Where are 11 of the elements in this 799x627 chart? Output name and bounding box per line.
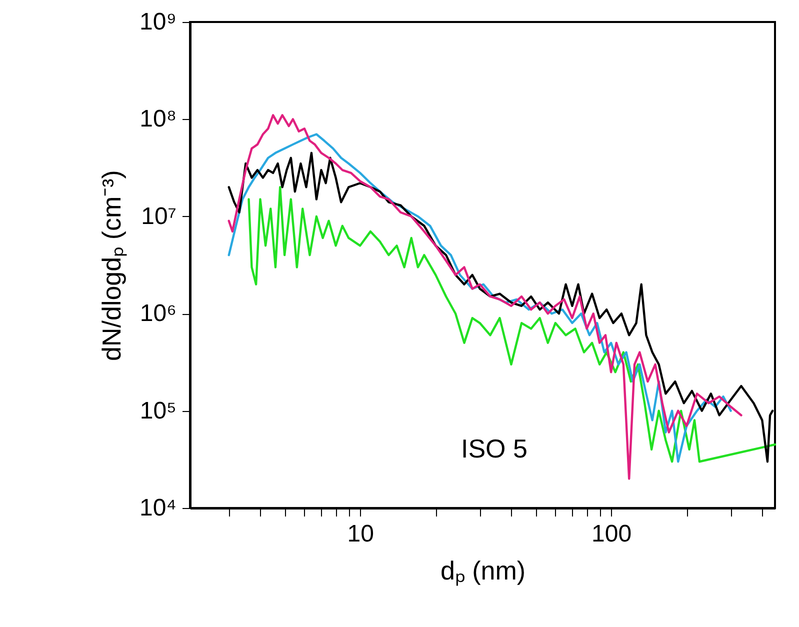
x-axis-title: dₚ (nm) [440, 556, 526, 586]
y-tick-label: 10⁵ [140, 397, 176, 424]
y-tick-label: 10⁴ [139, 494, 176, 522]
y-tick-label: 10⁹ [140, 8, 176, 36]
y-tick-label: 10⁷ [141, 202, 176, 230]
y-tick-label: 10⁸ [140, 106, 176, 133]
x-tick-label: 100 [592, 520, 632, 548]
y-axis-title: dN/dlogdₚ (cm⁻³) [96, 170, 128, 361]
y-tick-label: 10⁶ [140, 300, 176, 328]
annotation: ISO 5 [460, 434, 528, 464]
x-tick-label: 10 [347, 520, 374, 548]
